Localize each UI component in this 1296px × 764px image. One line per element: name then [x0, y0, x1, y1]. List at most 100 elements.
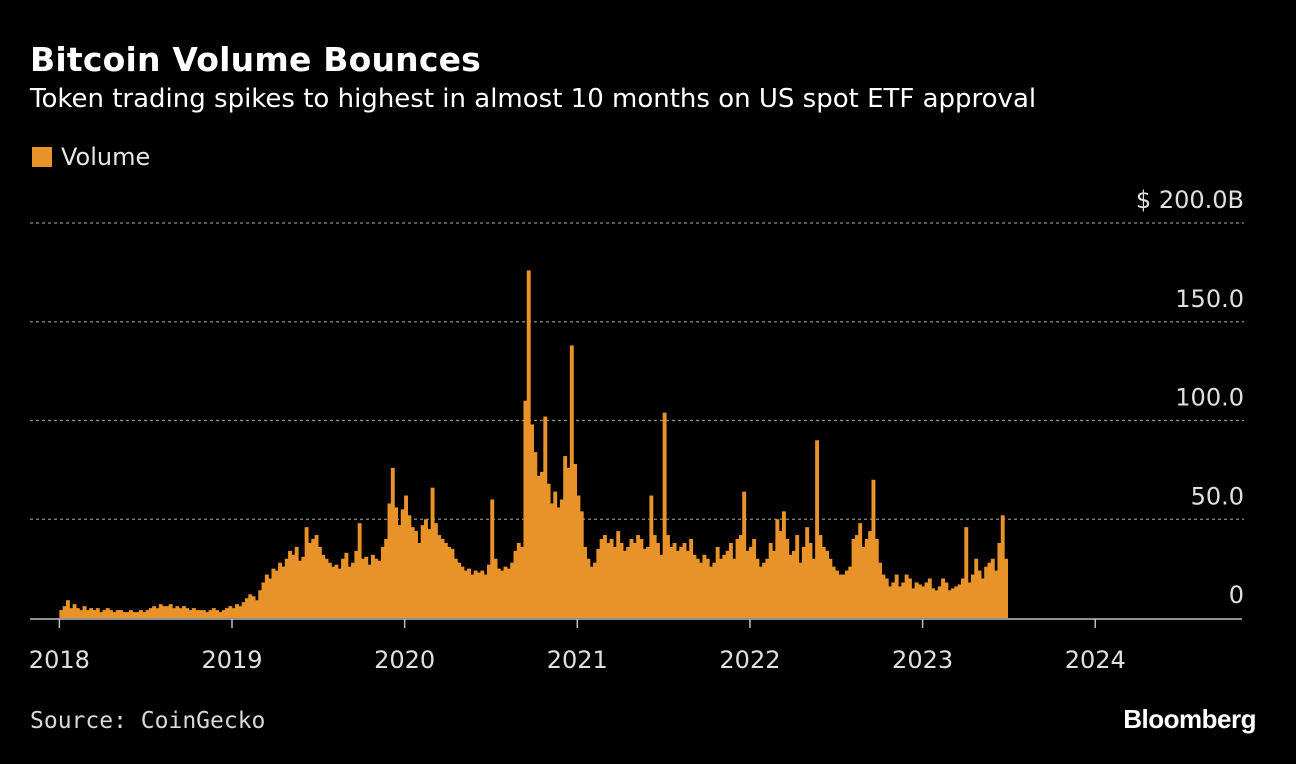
y-tick-label-150: 150.0 — [1175, 285, 1244, 313]
bar-259 — [917, 584, 922, 618]
bar-38 — [185, 608, 190, 618]
bar-111 — [427, 529, 432, 618]
x-tick-label-2021: 2021 — [547, 646, 608, 674]
bar-160 — [589, 566, 594, 618]
bar-226 — [808, 542, 813, 618]
bar-169 — [619, 542, 624, 618]
bar-91 — [361, 558, 365, 618]
bar-255 — [904, 574, 909, 618]
bar-122 — [463, 570, 468, 618]
bar-260 — [921, 586, 926, 618]
bar-172 — [629, 539, 634, 618]
bar-112 — [430, 487, 435, 618]
bar-177 — [646, 546, 650, 618]
bar-153 — [566, 467, 571, 618]
bar-274 — [967, 582, 972, 618]
bar-241 — [858, 523, 863, 618]
bar-183 — [665, 535, 670, 618]
bar-253 — [898, 586, 902, 618]
bar-249 — [884, 578, 889, 618]
bar-82 — [331, 566, 336, 618]
bar-202 — [728, 542, 733, 618]
bar-261 — [924, 582, 929, 618]
bar-152 — [563, 456, 568, 618]
bar-89 — [354, 550, 359, 618]
bar-60 — [258, 590, 263, 618]
bar-11 — [95, 608, 100, 618]
bar-32 — [165, 606, 170, 618]
bar-25 — [142, 612, 147, 618]
bar-187 — [679, 546, 684, 618]
bar-132 — [496, 568, 501, 618]
bar-115 — [440, 539, 445, 618]
bar-3 — [69, 608, 74, 618]
bar-244 — [868, 531, 873, 618]
x-tick-label-2020: 2020 — [374, 646, 435, 674]
bar-161 — [593, 562, 597, 618]
bar-59 — [254, 600, 259, 618]
bar-191 — [692, 554, 697, 618]
bar-37 — [182, 606, 186, 618]
bar-40 — [191, 608, 196, 618]
bar-131 — [493, 558, 498, 618]
bar-190 — [689, 539, 694, 618]
bar-164 — [602, 535, 607, 618]
bar-119 — [453, 558, 458, 618]
bar-95 — [374, 558, 379, 618]
bar-62 — [264, 574, 269, 618]
bar-118 — [450, 548, 455, 618]
bar-98 — [384, 539, 389, 618]
bar-239 — [851, 539, 856, 618]
bar-140 — [523, 400, 528, 618]
bar-272 — [960, 578, 965, 618]
bar-139 — [520, 546, 525, 618]
bar-133 — [500, 570, 505, 618]
bar-143 — [533, 452, 538, 618]
bar-273 — [964, 527, 969, 618]
bar-229 — [818, 535, 823, 618]
bar-86 — [344, 552, 349, 618]
bar-231 — [825, 550, 830, 618]
x-tick-label-2024: 2024 — [1065, 646, 1126, 674]
bar-165 — [606, 542, 611, 618]
bar-35 — [175, 606, 180, 618]
bar-168 — [616, 531, 621, 618]
bar-81 — [327, 562, 332, 618]
bar-10 — [92, 610, 97, 618]
bar-145 — [540, 471, 544, 618]
bar-215 — [772, 550, 776, 618]
bar-71 — [294, 546, 299, 618]
bar-159 — [586, 558, 591, 618]
bar-142 — [530, 424, 534, 618]
bar-4 — [72, 604, 77, 618]
bar-45 — [208, 610, 213, 618]
chart-title: Bitcoin Volume Bounces — [30, 40, 482, 79]
bar-43 — [201, 610, 206, 618]
y-tick-label-200: $ 200.0B — [1136, 186, 1244, 214]
bar-18 — [119, 610, 123, 618]
bar-203 — [732, 558, 737, 618]
bar-189 — [685, 550, 690, 618]
bar-182 — [662, 412, 667, 618]
bar-213 — [765, 558, 770, 618]
bar-210 — [755, 558, 760, 618]
bar-69 — [288, 550, 292, 618]
bar-97 — [380, 546, 385, 618]
bar-106 — [410, 527, 415, 618]
bar-285 — [1004, 558, 1009, 618]
bar-267 — [944, 582, 949, 618]
bar-15 — [109, 610, 113, 618]
bar-77 — [314, 535, 319, 618]
source-note: Source: CoinGecko — [30, 708, 266, 734]
bar-76 — [311, 539, 316, 618]
bar-1 — [62, 606, 67, 618]
bar-127 — [480, 570, 485, 618]
bar-54 — [238, 606, 243, 618]
bar-248 — [881, 574, 886, 618]
bar-9 — [89, 608, 94, 618]
bar-29 — [155, 608, 160, 618]
bar-137 — [513, 550, 518, 618]
bar-206 — [742, 491, 747, 618]
bar-117 — [447, 546, 452, 618]
bar-233 — [831, 566, 836, 618]
